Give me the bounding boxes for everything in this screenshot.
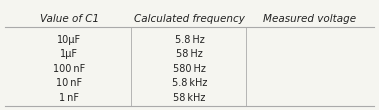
Text: 1μF: 1μF [60, 49, 78, 59]
Text: Value of C1: Value of C1 [39, 14, 99, 24]
Text: 1 nF: 1 nF [59, 93, 79, 103]
Text: 5.8 kHz: 5.8 kHz [172, 78, 207, 88]
Text: 100 nF: 100 nF [53, 64, 85, 74]
Text: 5.8 Hz: 5.8 Hz [175, 35, 204, 45]
Text: 58 kHz: 58 kHz [173, 93, 206, 103]
Text: Calculated frequency: Calculated frequency [134, 14, 245, 24]
Text: 10μF: 10μF [57, 35, 81, 45]
Text: 58 Hz: 58 Hz [176, 49, 203, 59]
Text: 10 nF: 10 nF [56, 78, 82, 88]
Text: Measured voltage: Measured voltage [263, 14, 357, 24]
Text: 580 Hz: 580 Hz [173, 64, 206, 74]
